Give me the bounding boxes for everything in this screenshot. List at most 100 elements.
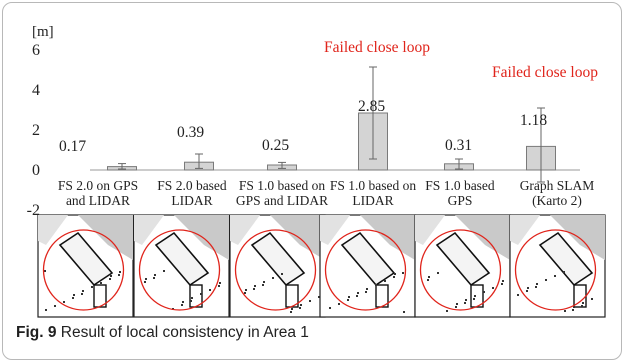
map-scan-point <box>263 281 265 283</box>
category-label: FS 1.0 based on <box>330 178 417 193</box>
map-scan-point <box>100 282 102 284</box>
failed-close-loop-annotation: Failed close loop <box>492 64 598 81</box>
map-scan-point <box>218 285 220 287</box>
category-label: Graph SLAM <box>520 178 595 193</box>
map-scan-point <box>348 296 350 298</box>
map-scan-point <box>437 272 439 274</box>
map-region <box>320 215 350 245</box>
map-thumbnail <box>509 214 606 318</box>
map-region <box>174 215 229 260</box>
map-thumbnail <box>37 214 134 318</box>
unit-label: [m] <box>32 24 54 40</box>
figure-label: Fig. 9 <box>16 324 57 341</box>
map-scan-point <box>402 272 404 274</box>
map-thumbnail <box>319 214 416 318</box>
map-scan-point <box>45 309 47 311</box>
map-scan-point <box>517 294 519 296</box>
map-scan-point <box>299 307 301 309</box>
map-scan-point <box>209 289 211 291</box>
map-scan-point <box>526 290 528 292</box>
map-scan-point <box>456 303 458 305</box>
map-scan-point <box>182 301 184 303</box>
map-scan-point <box>527 287 529 289</box>
map-scan-point <box>375 284 377 286</box>
map-building <box>58 231 114 287</box>
map-thumbnail <box>133 214 230 318</box>
category-label: LIDAR <box>352 193 393 208</box>
map-red-circle <box>514 229 597 311</box>
map-region <box>550 215 605 260</box>
y-tick-label: 0 <box>32 162 40 179</box>
category-label: and LIDAR <box>66 193 130 208</box>
map-scan-point <box>109 278 111 280</box>
map-scan-point <box>536 283 538 285</box>
map-scan-point <box>91 286 93 288</box>
map-scan-point <box>190 300 192 302</box>
map-scan-point <box>291 308 293 310</box>
map-scan-point <box>356 295 358 297</box>
category-label: FS 1.0 based <box>425 178 495 193</box>
map-scan-point <box>290 311 292 313</box>
bar-chart: [m] -2 0 2 4 6 0.17 0.39 0.25 2.85 0.31 1.18 FS 2.0 … <box>27 24 599 215</box>
map-region <box>134 215 164 245</box>
map-scan-point <box>427 279 429 281</box>
map-building <box>154 231 210 287</box>
map-scan-point <box>465 299 467 301</box>
map-scan-point <box>145 278 147 280</box>
category-label: FS 2.0 on GPS <box>58 178 138 193</box>
map-scan-point <box>384 280 386 282</box>
map-scan-point <box>591 298 593 300</box>
map-scan-point <box>393 276 395 278</box>
map-scan-point <box>44 270 46 272</box>
value-label: 2.85 <box>358 98 385 115</box>
map-scan-point <box>394 273 396 275</box>
map-region <box>38 215 68 245</box>
map-scan-point <box>262 284 264 286</box>
map-scan-point <box>473 298 475 300</box>
map-scan-point <box>564 310 566 312</box>
value-label: 1.18 <box>520 112 547 129</box>
map-scan-point <box>253 288 255 290</box>
y-tick-label: -2 <box>27 202 40 215</box>
figure-caption: Fig. 9 Result of local consistency in Ar… <box>16 324 309 342</box>
map-scan-point <box>300 304 302 306</box>
value-label: 0.39 <box>177 124 204 141</box>
failed-close-loop-annotation: Failed close loop <box>324 39 430 56</box>
map-scan-point <box>281 273 283 275</box>
map-scan-point <box>338 303 340 305</box>
map-scan-point <box>502 280 504 282</box>
map-scan-point <box>573 306 575 308</box>
map-region <box>360 215 415 260</box>
map-region <box>230 215 260 245</box>
map-red-circle <box>324 229 407 311</box>
map-scan-point <box>181 304 183 306</box>
map-scan-point <box>163 270 165 272</box>
value-label: 0.17 <box>59 138 86 155</box>
category-label: GPS <box>448 193 473 208</box>
map-region <box>510 215 540 245</box>
map-scan-point <box>357 292 359 294</box>
map-scan-point <box>154 274 156 276</box>
map-scan-point <box>72 297 74 299</box>
map-scan-point <box>535 286 537 288</box>
map-scan-point <box>254 285 256 287</box>
map-scan-point <box>144 281 146 283</box>
map-scan-point <box>581 305 583 307</box>
map-scan-point <box>446 310 448 312</box>
map-scan-point <box>81 293 83 295</box>
map-scan-point <box>73 294 75 296</box>
y-tick-label: 4 <box>32 82 40 99</box>
map-scan-point <box>329 307 331 309</box>
map-scan-point <box>200 293 202 295</box>
map-scan-point <box>318 296 320 298</box>
map-scan-point <box>492 287 494 289</box>
map-scan-point <box>563 271 565 273</box>
map-scan-point <box>118 274 120 276</box>
map-red-circle <box>138 229 221 311</box>
category-label: FS 1.0 based on <box>239 178 326 193</box>
map-scan-point <box>219 282 221 284</box>
map-building <box>435 231 491 287</box>
map-scan-point <box>347 299 349 301</box>
map-scan-point <box>309 300 311 302</box>
category-label: FS 2.0 based <box>157 178 227 193</box>
